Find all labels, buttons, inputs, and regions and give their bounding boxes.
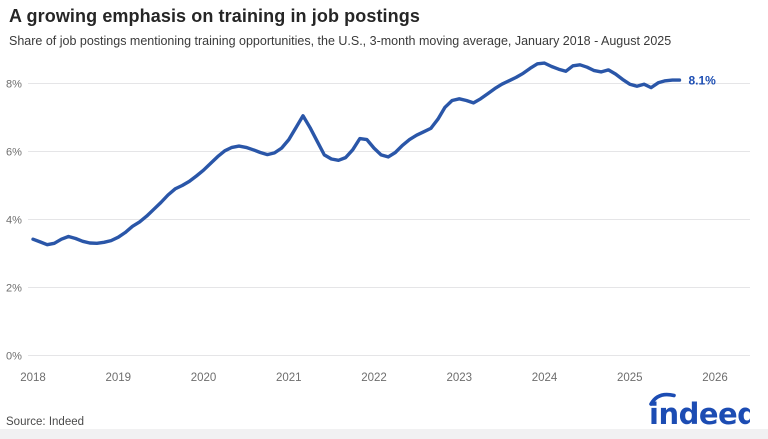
x-axis-label: 2023 [446, 372, 472, 384]
x-axis-label: 2025 [617, 372, 643, 384]
y-axis-label: 0% [6, 351, 22, 363]
chart-title: A growing emphasis on training in job po… [9, 6, 420, 26]
training-share-line-chart: 0% 2% 4% 6% 8% 2018 2019 2020 2021 2022 2023 2024 20… [6, 61, 750, 384]
source-note: Source: Indeed [6, 416, 85, 428]
indeed-logo: indeed [649, 392, 750, 431]
x-axis-label: 2018 [20, 372, 46, 384]
bottom-strip [0, 429, 768, 439]
trend-line [31, 61, 682, 247]
end-value-label: 8.1% [688, 74, 716, 88]
chart-subtitle: Share of job postings mentioning trainin… [9, 33, 672, 48]
x-axis-label: 2020 [191, 372, 217, 384]
y-axis-label: 8% [6, 79, 22, 91]
x-axis-label: 2024 [532, 372, 558, 384]
indeed-logo-swoosh-icon [649, 392, 676, 406]
y-axis-label: 6% [6, 147, 22, 159]
x-axis-label: 2021 [276, 372, 302, 384]
x-axis-label: 2026 [702, 372, 728, 384]
x-axis-label: 2022 [361, 372, 387, 384]
y-axis-label: 4% [6, 215, 22, 227]
chart-header: A growing emphasis on training in job po… [9, 5, 758, 49]
x-axis-label: 2019 [105, 372, 131, 384]
indeed-logo-text: indeed [649, 397, 750, 431]
y-axis-label: 2% [6, 283, 22, 295]
